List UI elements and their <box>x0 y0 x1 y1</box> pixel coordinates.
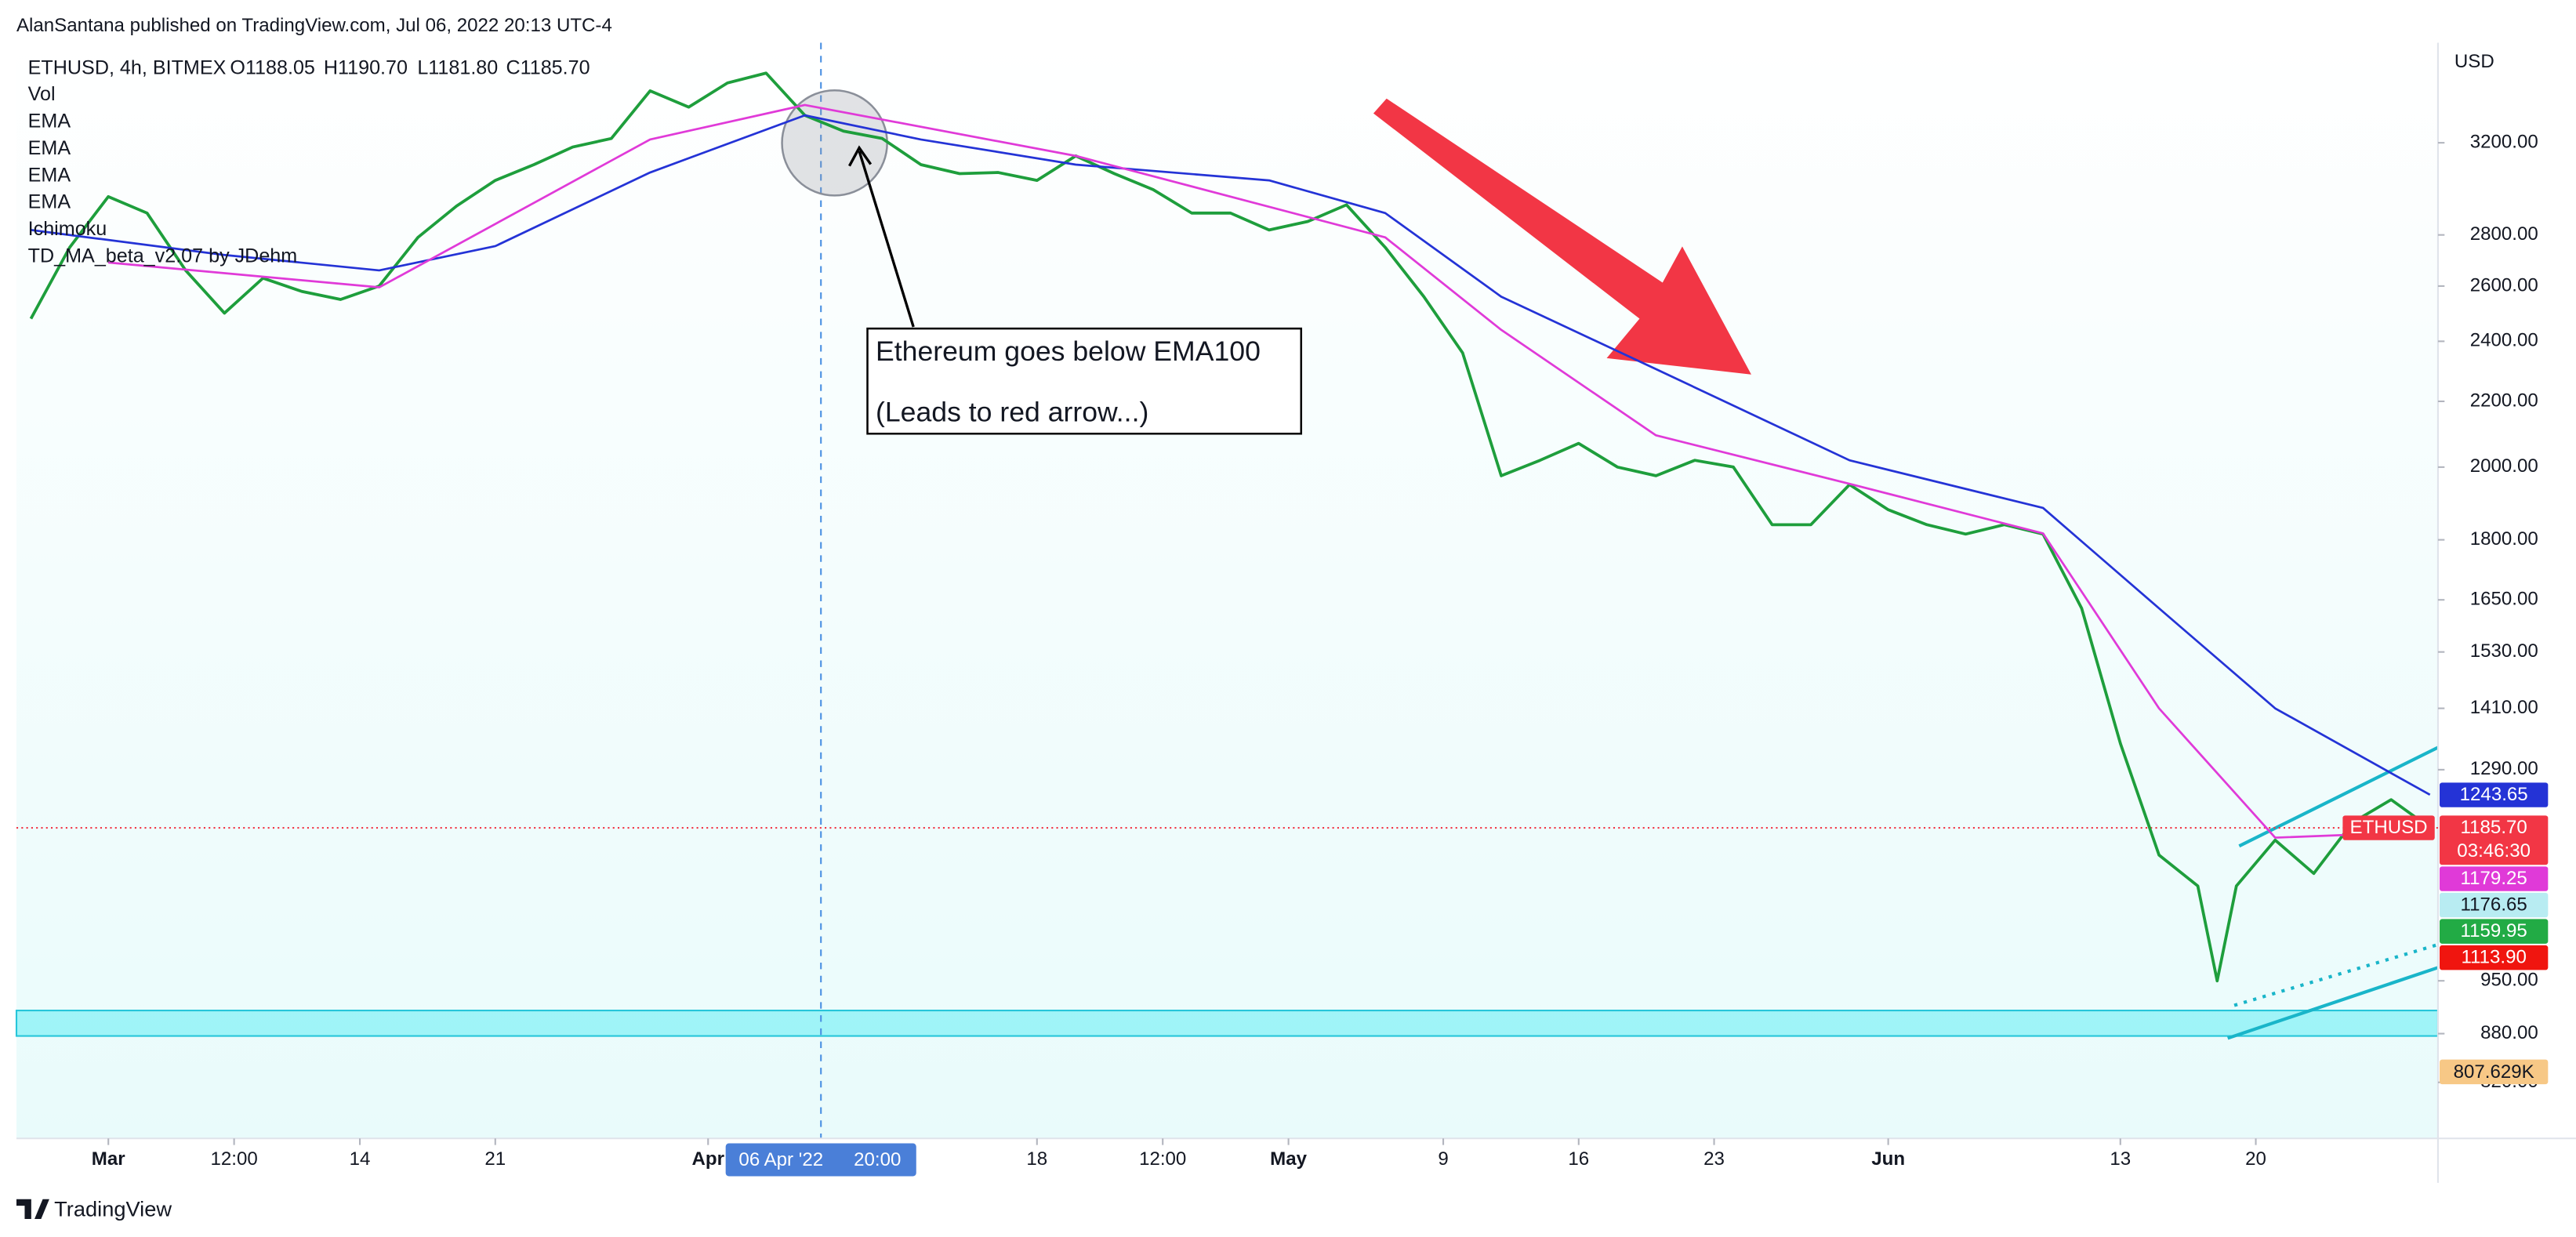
plot-background <box>16 42 2438 1139</box>
price-label-box <box>2440 945 2549 970</box>
y-tick-label: 1650.00 <box>2470 589 2538 610</box>
price-line <box>31 114 2431 796</box>
legend-indicator: EMA <box>28 137 71 159</box>
symbol-tag: ETHUSD <box>2350 817 2428 838</box>
x-tick-label: 14 <box>350 1148 371 1170</box>
x-tick-label: 16 <box>1568 1148 1589 1170</box>
legend-indicator: Vol <box>28 83 56 105</box>
x-tick-label: 12:00 <box>1139 1148 1186 1170</box>
legend-ohlc: C1185.70 <box>506 57 590 79</box>
drawings: Ethereum goes below EMA100 (Leads to red… <box>781 89 2439 1040</box>
x-tick-label: 13 <box>2110 1148 2131 1170</box>
brand: TradingView <box>54 1197 172 1221</box>
crosshair-date: 06 Apr '22 <box>738 1149 823 1170</box>
x-tick-label: 20 <box>2245 1148 2266 1170</box>
x-tick-label: 18 <box>1026 1148 1047 1170</box>
y-tick-label: 950.00 <box>2480 970 2538 991</box>
x-tick-label: 21 <box>484 1148 506 1170</box>
x-tick-label: Apr <box>692 1148 724 1170</box>
price-label-box <box>2440 919 2549 944</box>
price-line <box>29 71 2431 983</box>
legend-symbol: ETHUSD, 4h, BITMEX <box>28 57 227 79</box>
volume-label: 807.629K <box>2454 1061 2534 1083</box>
legend-indicator: EMA <box>28 164 71 186</box>
legend-ohlc: L1181.80 <box>417 57 498 79</box>
crosshair-time: 20:00 <box>854 1149 901 1170</box>
y-tick-label: 2000.00 <box>2470 455 2538 477</box>
price-countdown: 03:46:30 <box>2457 840 2531 862</box>
trendline <box>2238 745 2439 848</box>
trendline <box>2227 966 2439 1040</box>
axis-unit: USD <box>2454 51 2494 72</box>
price-label-box <box>2440 892 2549 918</box>
price-label-box <box>2440 815 2549 865</box>
annotation-box <box>866 327 1303 435</box>
price-label: 1176.65 <box>2461 894 2527 916</box>
price-label-box <box>2440 866 2549 891</box>
support-zone <box>15 1010 2439 1037</box>
price-label-box <box>2440 782 2549 807</box>
y-tick-label: 3200.00 <box>2470 131 2538 152</box>
annotation-arrow <box>858 151 915 328</box>
y-tick-label: 2400.00 <box>2470 330 2538 351</box>
legend-ohlc: H1190.70 <box>324 57 408 79</box>
y-tick-label: 2200.00 <box>2470 390 2538 411</box>
price-label: 1113.90 <box>2461 947 2526 968</box>
y-tick-label: 1290.00 <box>2470 758 2538 779</box>
legend-indicator: EMA <box>28 191 71 213</box>
legend-ohlc: O1188.05 <box>230 57 315 79</box>
y-tick-label: 880.00 <box>2480 1022 2538 1043</box>
crosshair-label-box <box>725 1143 916 1177</box>
x-tick-label: May <box>1270 1148 1307 1170</box>
published-line: AlanSantana published on TradingView.com… <box>16 15 612 36</box>
annotation-arrowhead <box>847 145 873 167</box>
footer: TradingView <box>16 1197 172 1221</box>
price-label: 1159.95 <box>2461 920 2527 941</box>
brand-logo <box>16 1199 49 1219</box>
price-label: 1243.65 <box>2460 784 2528 805</box>
legend-indicator: Ichimoku <box>28 218 107 240</box>
x-tick-label: Jun <box>1871 1148 1905 1170</box>
annotation-text: (Leads to red arrow...) <box>876 397 1148 428</box>
y-tick-label: 1410.00 <box>2470 697 2538 718</box>
y-tick-label: 2600.00 <box>2470 274 2538 296</box>
y-tick-label: 2800.00 <box>2470 223 2538 245</box>
price-line <box>108 103 2430 839</box>
legend-indicator: TD_MA_beta_v2.07 by JDehm <box>28 245 298 267</box>
price-label: 1185.70 <box>2461 817 2527 838</box>
symbol-tag-box <box>2342 815 2435 840</box>
x-tick-label: 9 <box>1438 1148 1448 1170</box>
y-tick-label: 1800.00 <box>2470 528 2538 550</box>
annotation-text: Ethereum goes below EMA100 <box>876 336 1261 367</box>
red-arrow <box>1373 98 1751 375</box>
x-tick-label: Mar <box>92 1148 125 1170</box>
x-tick-label: 12:00 <box>210 1148 257 1170</box>
volume-label-box <box>2440 1059 2549 1085</box>
price-label: 1179.25 <box>2461 868 2527 889</box>
y-tick-label: 1530.00 <box>2470 640 2538 662</box>
x-tick-label: 23 <box>1703 1148 1725 1170</box>
legend: ETHUSD, 4h, BITMEX O1188.05 H1190.70 L11… <box>28 57 590 79</box>
legend-indicator: EMA <box>28 111 71 132</box>
